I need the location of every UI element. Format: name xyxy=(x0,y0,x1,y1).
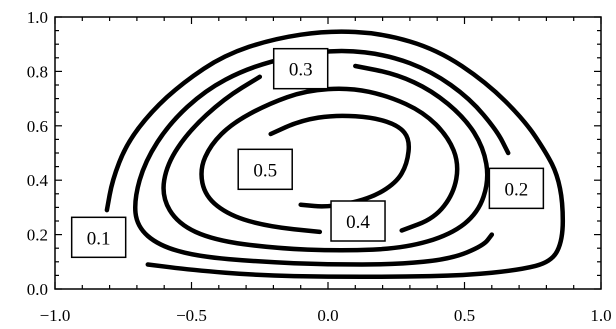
contour-label-box xyxy=(488,167,545,210)
x-tick-label: 0.5 xyxy=(454,306,475,325)
contour-labels: 0.1 0.2 0.3 0.4 0.5 xyxy=(70,47,545,259)
contour-label-text: 0.5 xyxy=(253,160,277,181)
contour-line-0-1 xyxy=(104,29,566,280)
y-tick-label: 1.0 xyxy=(27,8,48,27)
contour-line-0-5 xyxy=(268,113,412,209)
y-tick-label: 0.4 xyxy=(27,171,49,190)
axis-ticks xyxy=(54,16,602,290)
x-tick-label: −1.0 xyxy=(40,306,71,325)
contour-label-text: 0.4 xyxy=(346,212,370,233)
contour-line-0-3 xyxy=(161,63,490,253)
contour-line-0-4 xyxy=(199,86,460,235)
y-tick-label: 0.6 xyxy=(27,117,48,136)
x-tick-label: 0.0 xyxy=(317,306,338,325)
x-tick-label: 1.0 xyxy=(590,306,611,325)
x-tick-label: −0.5 xyxy=(176,306,207,325)
contour-label-0-3: 0.3 xyxy=(272,47,329,90)
contour-label-0-4: 0.4 xyxy=(330,200,386,242)
y-tick-label: 0.8 xyxy=(27,62,48,81)
contour-line-0-2 xyxy=(133,48,511,267)
contour-label-0-1: 0.1 xyxy=(70,216,127,259)
contour-label-0-5: 0.5 xyxy=(237,148,293,191)
axis-tick-labels: −1.0 −0.5 0.0 0.5 1.0 0.0 0.2 0.4 0.6 0.8 1.0 xyxy=(27,8,612,325)
contour-label-text: 0.2 xyxy=(504,179,528,200)
contour-label-text: 0.3 xyxy=(289,60,313,81)
contour-label-box xyxy=(70,216,127,259)
contour-label-box xyxy=(237,148,293,191)
contour-label-0-2: 0.2 xyxy=(488,167,545,210)
contour-label-box xyxy=(330,200,386,242)
y-tick-label: 0.2 xyxy=(27,226,48,245)
contour-label-text: 0.1 xyxy=(87,228,111,249)
contour-lines xyxy=(104,29,566,280)
contour-label-box xyxy=(272,47,329,90)
y-tick-label: 0.0 xyxy=(27,280,48,299)
